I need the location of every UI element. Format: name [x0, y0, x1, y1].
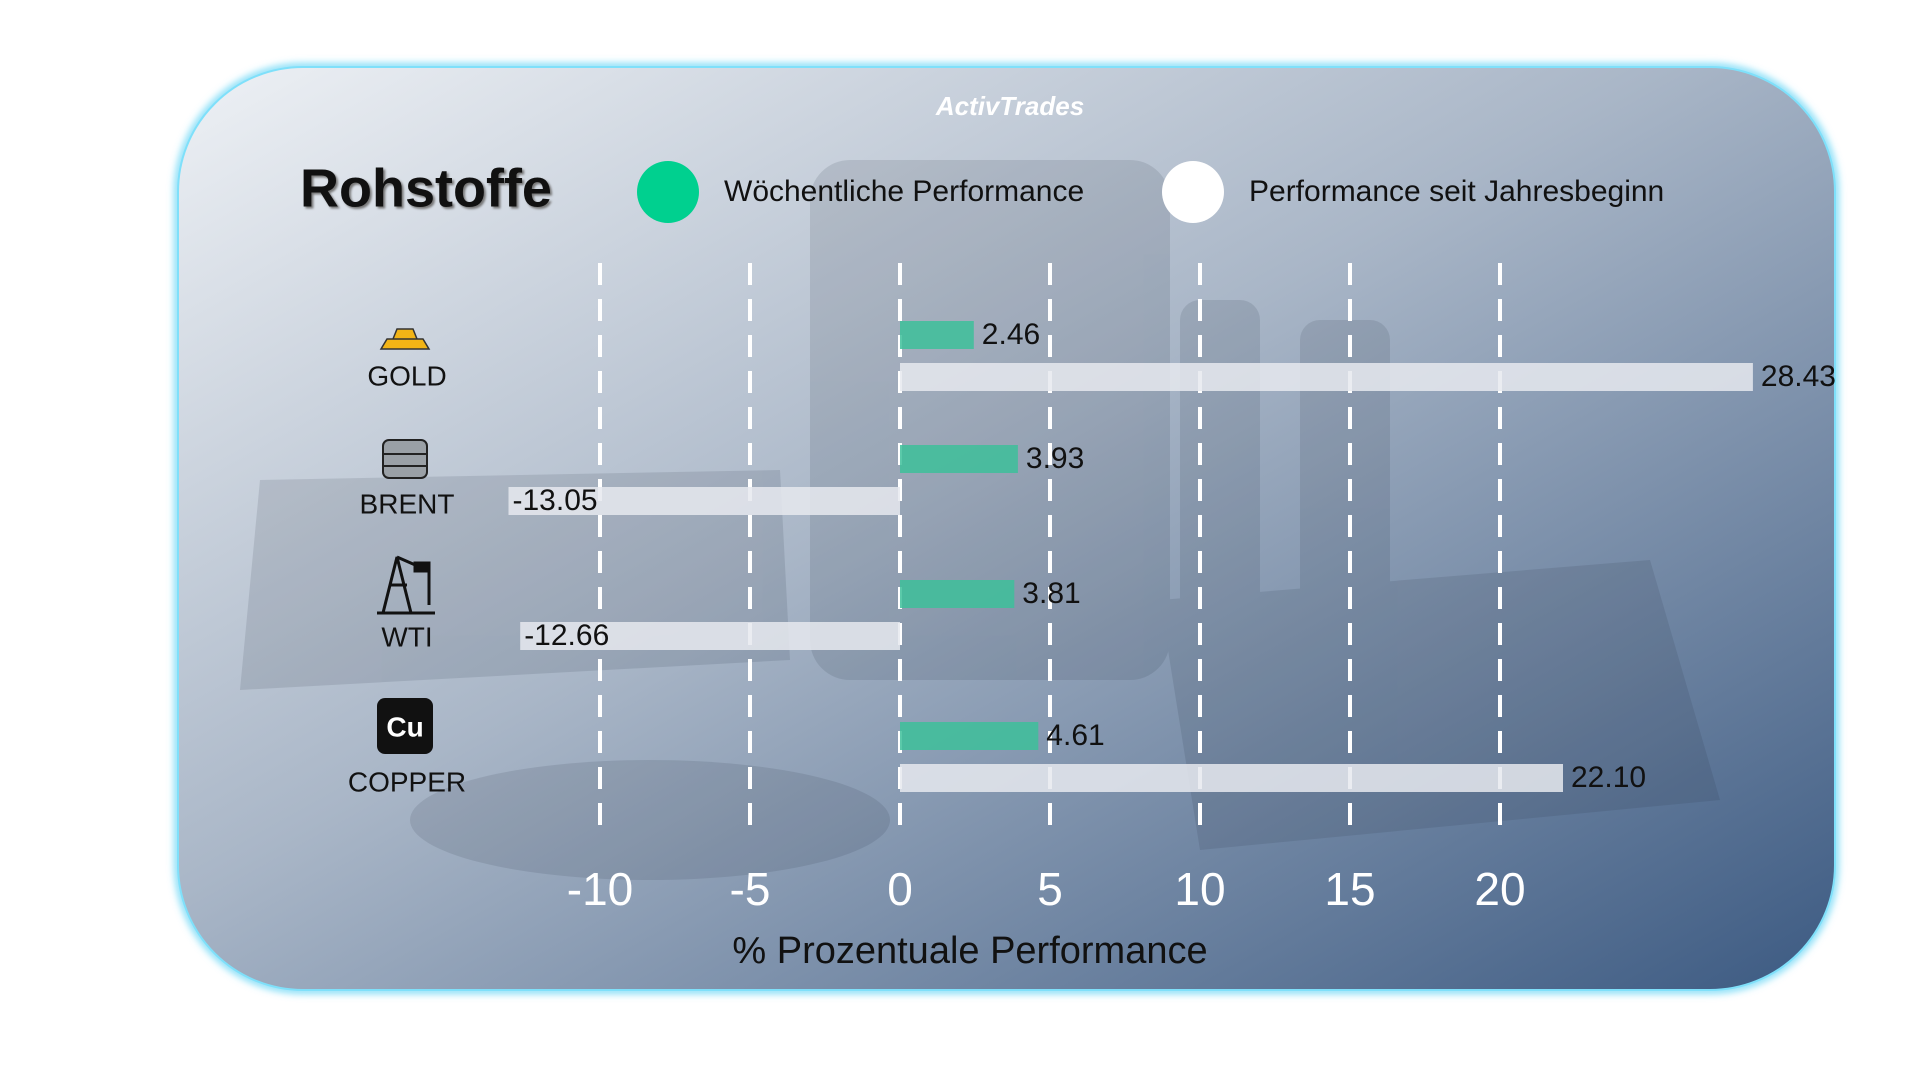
category-icons: Cu: [377, 328, 435, 754]
wti-icon: [377, 555, 435, 615]
category-label: COPPER: [348, 766, 466, 797]
value-label: 3.81: [1022, 577, 1080, 610]
bar: [900, 580, 1015, 608]
bar: [900, 764, 1563, 792]
value-label: 28.43: [1761, 360, 1836, 393]
legend-label: Wöchentliche Performance: [724, 175, 1084, 208]
bar: [900, 321, 974, 349]
value-label: 2.46: [982, 318, 1040, 351]
brand-logo: ActivTrades: [935, 91, 1084, 121]
x-tick-label: 10: [1174, 863, 1225, 915]
value-label: 4.61: [1046, 719, 1104, 752]
copper-icon: Cu: [377, 698, 433, 754]
x-tick-label: 5: [1037, 863, 1063, 915]
bar: [900, 722, 1039, 750]
value-label: -13.05: [513, 484, 598, 517]
x-tick-label: 0: [887, 863, 913, 915]
bar: [520, 622, 900, 650]
x-tick-label: -5: [730, 863, 771, 915]
category-label: BRENT: [360, 488, 455, 519]
category-label: GOLD: [367, 360, 446, 391]
svg-text:Cu: Cu: [386, 711, 423, 742]
x-tick-label: 20: [1474, 863, 1525, 915]
chart-title: Rohstoffe: [300, 158, 552, 218]
category-label: WTI: [381, 621, 432, 652]
value-label: 3.93: [1026, 442, 1084, 475]
legend-swatch: [637, 161, 699, 223]
bar: [900, 445, 1018, 473]
gold-icon: [379, 328, 431, 350]
value-label: 22.10: [1571, 761, 1646, 794]
x-axis-title: % Prozentuale Performance: [732, 930, 1207, 972]
x-tick-label: -10: [567, 863, 633, 915]
legend-label: Performance seit Jahresbeginn: [1249, 175, 1664, 208]
bar: [900, 363, 1753, 391]
x-tick-label: 15: [1324, 863, 1375, 915]
legend-swatch: [1162, 161, 1224, 223]
value-label: -12.66: [524, 619, 609, 652]
card: [177, 66, 1836, 991]
brent-icon: [382, 439, 428, 479]
bar: [508, 487, 900, 515]
